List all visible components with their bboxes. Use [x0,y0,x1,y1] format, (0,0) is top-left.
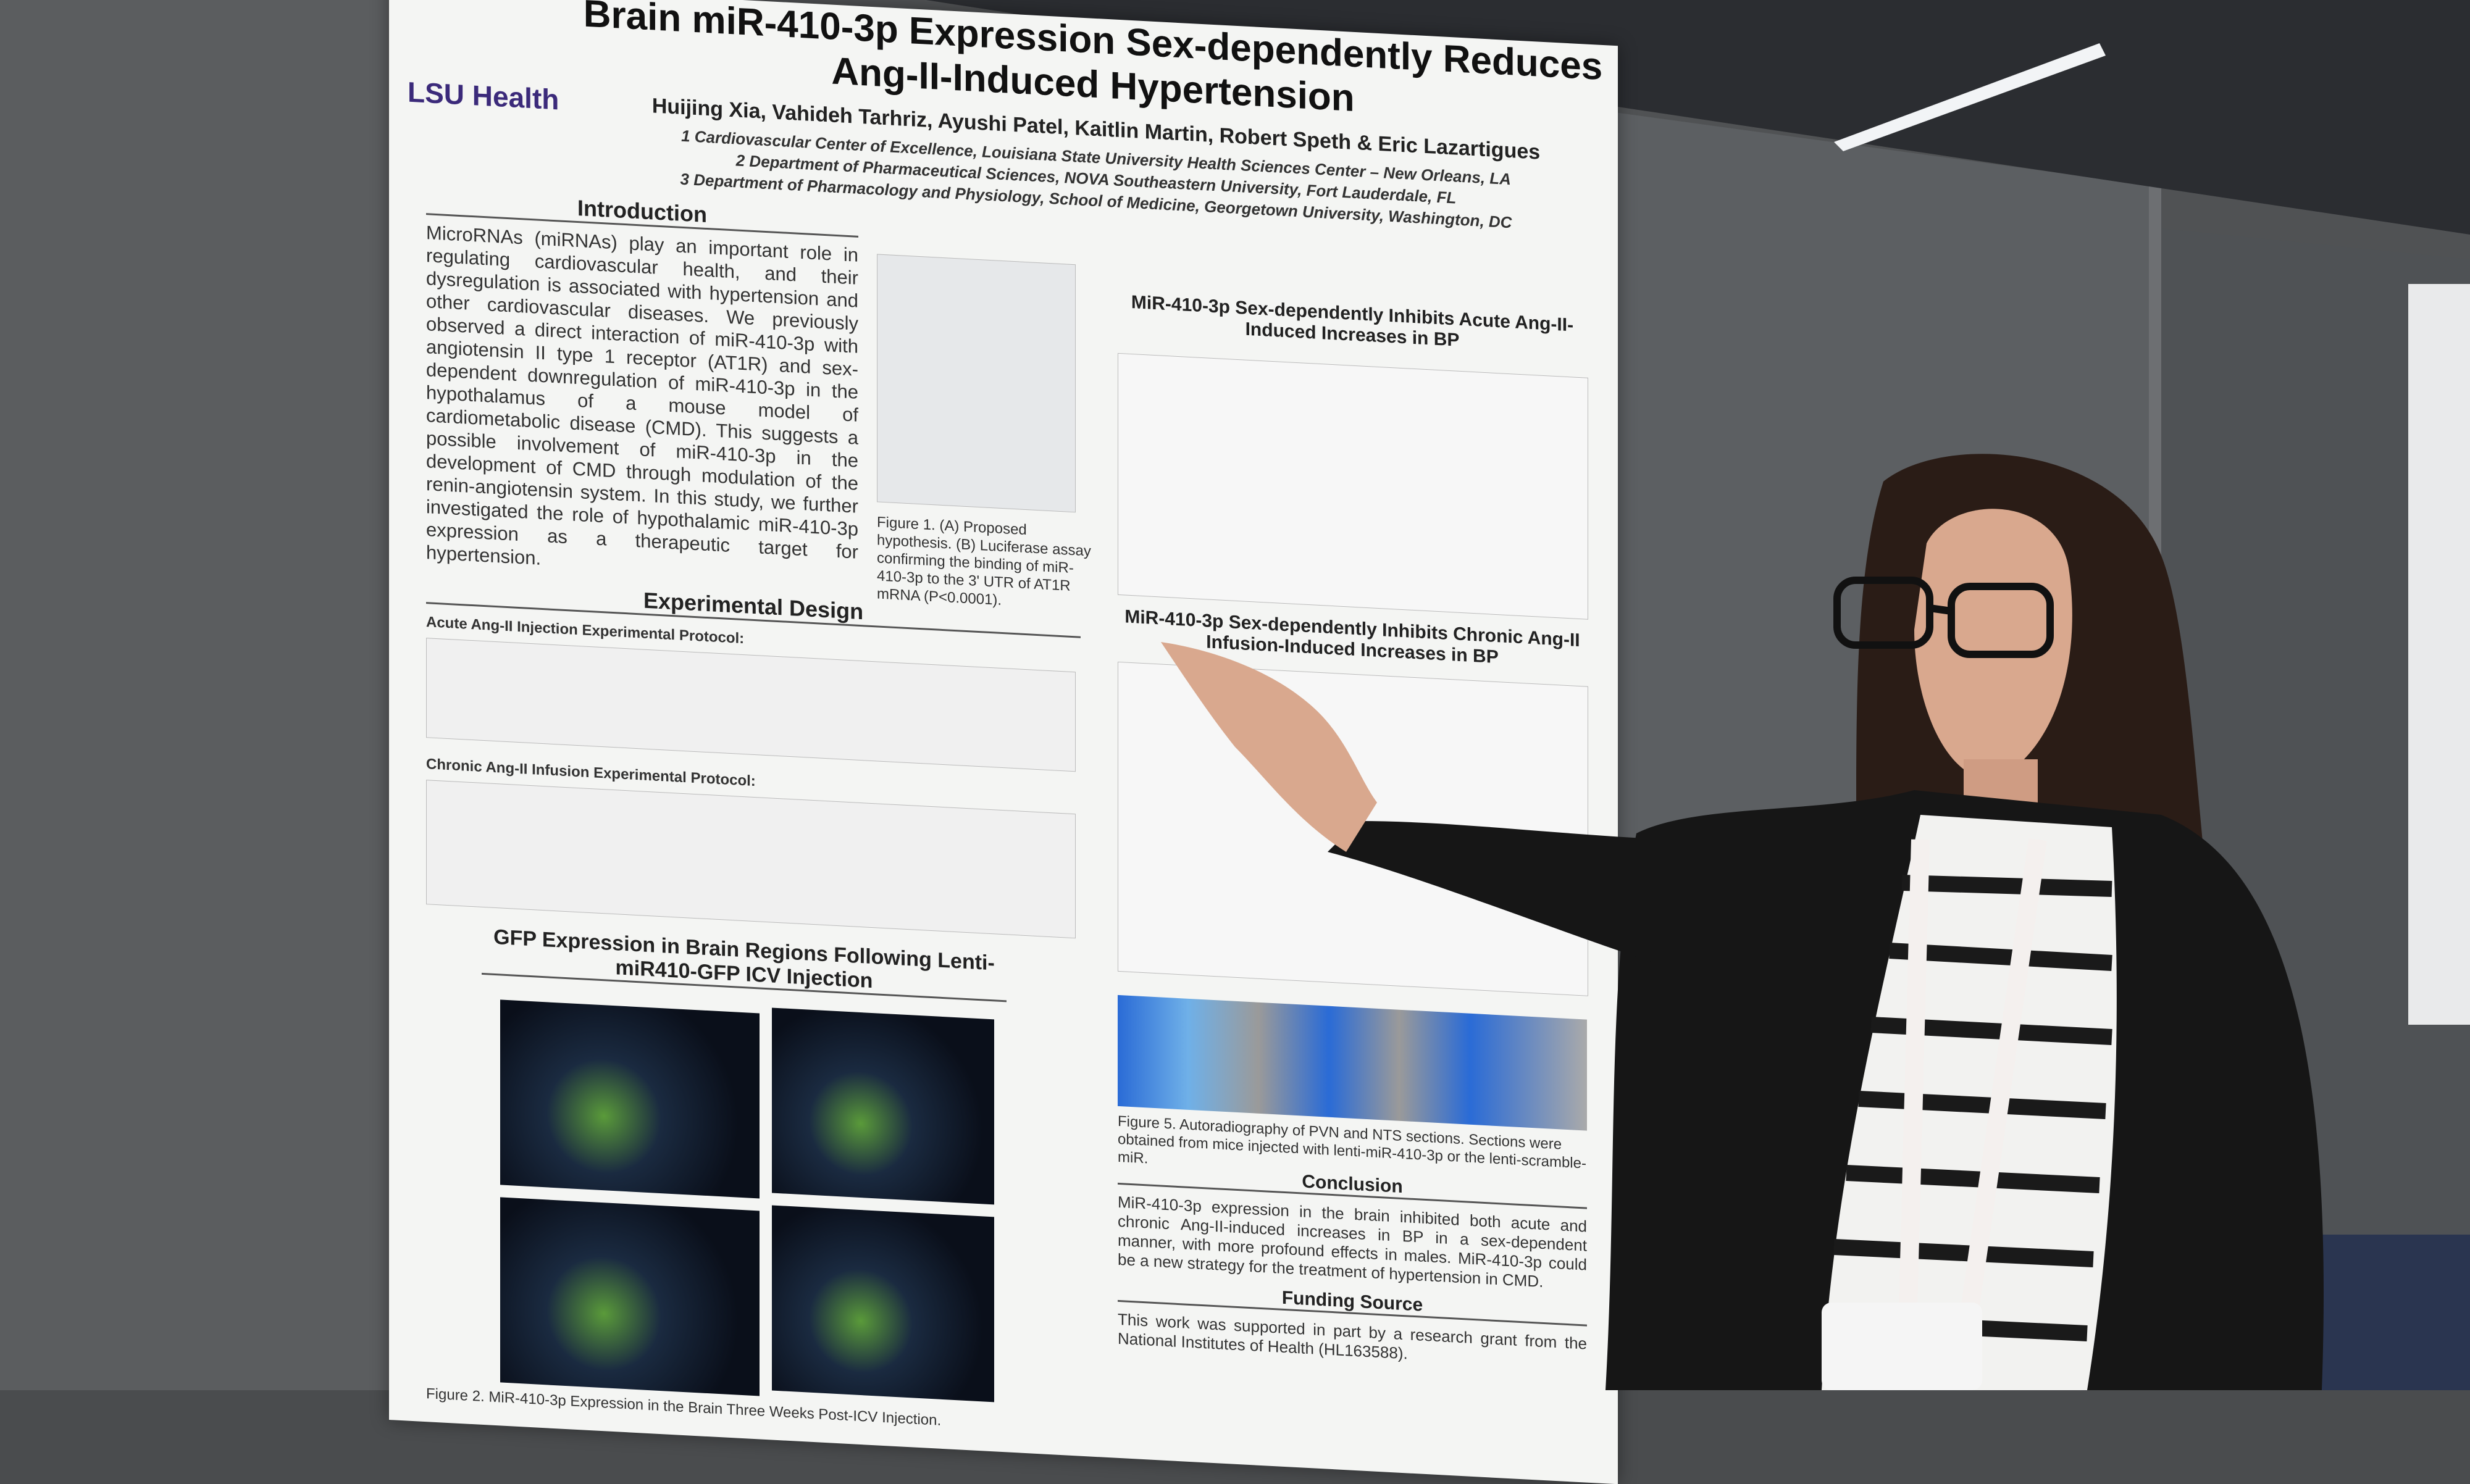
presenter [1161,454,2324,1390]
